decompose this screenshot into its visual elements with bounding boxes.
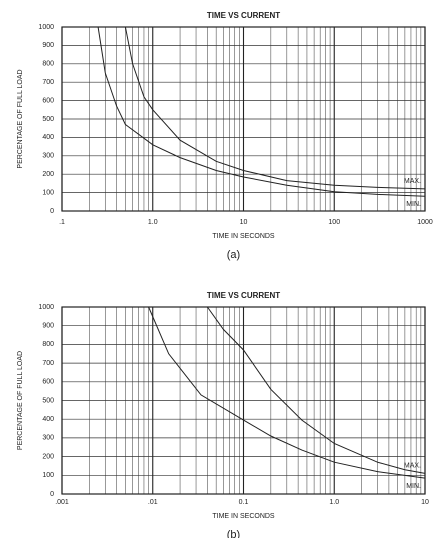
y-tick-label: 1000: [38, 24, 54, 31]
x-axis-title: TIME IN SECONDS: [212, 233, 275, 240]
y-tick-label: 200: [42, 453, 54, 460]
series-line: [148, 306, 426, 479]
y-tick-label: 500: [42, 397, 54, 404]
chart-title: TIME VS CURRENT: [207, 11, 280, 20]
x-tick-label: 1.0: [148, 219, 158, 226]
y-tick-label: 1000: [38, 304, 54, 311]
x-tick-label: .01: [148, 499, 158, 506]
plot-frame: [61, 306, 426, 495]
y-tick-label: 100: [42, 472, 54, 479]
y-tick-label: 900: [42, 323, 54, 330]
caption: (b): [227, 529, 240, 538]
plot-frame: [61, 26, 426, 212]
y-tick-label: 800: [42, 61, 54, 68]
y-tick-label: 800: [42, 341, 54, 348]
series-label: MAX.: [404, 178, 421, 185]
series-label: MIN.: [406, 201, 421, 208]
series-line: [206, 306, 426, 474]
y-tick-label: 700: [42, 360, 54, 367]
y-tick-label: 400: [42, 134, 54, 141]
y-tick-label: 600: [42, 97, 54, 104]
caption: (a): [227, 249, 240, 261]
x-tick-label: .001: [55, 499, 69, 506]
y-tick-label: 300: [42, 435, 54, 442]
y-tick-label: 700: [42, 79, 54, 86]
series-line: [97, 26, 426, 197]
series-label: MAX.: [404, 462, 421, 469]
series-line: [124, 26, 426, 190]
x-tick-label: .1: [59, 219, 65, 226]
x-axis-title: TIME IN SECONDS: [212, 513, 275, 520]
y-tick-label: 0: [50, 491, 54, 498]
x-tick-label: 10: [240, 219, 248, 226]
x-tick-label: 0.1: [239, 499, 249, 506]
x-tick-label: 100: [328, 219, 340, 226]
y-axis-title: PERCENTAGE OF FULL LOAD: [17, 69, 24, 168]
y-tick-label: 100: [42, 189, 54, 196]
y-axis-title: PERCENTAGE OF FULL LOAD: [17, 351, 24, 450]
x-tick-label: 10: [421, 499, 429, 506]
series-label: MIN.: [406, 483, 421, 490]
y-tick-label: 900: [42, 42, 54, 49]
x-tick-label: 1000: [417, 219, 433, 226]
y-tick-label: 300: [42, 153, 54, 160]
y-tick-label: 600: [42, 379, 54, 386]
y-tick-label: 0: [50, 208, 54, 215]
chart-title: TIME VS CURRENT: [207, 291, 280, 300]
x-tick-label: 1.0: [329, 499, 339, 506]
y-tick-label: 200: [42, 171, 54, 178]
y-tick-label: 500: [42, 116, 54, 123]
y-tick-label: 400: [42, 416, 54, 423]
